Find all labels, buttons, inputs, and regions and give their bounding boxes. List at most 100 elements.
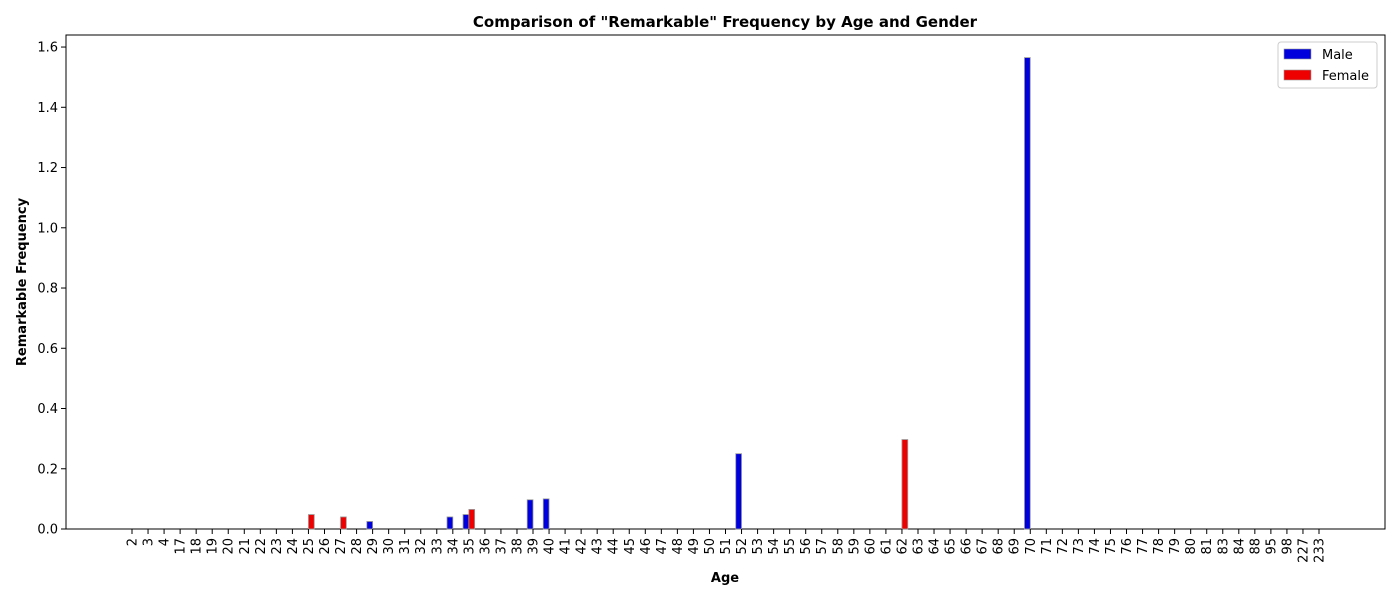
x-tick-label: 4 bbox=[158, 538, 173, 546]
x-tick-label: 19 bbox=[206, 538, 221, 555]
x-tick-label: 53 bbox=[751, 538, 766, 555]
x-tick-label: 83 bbox=[1216, 538, 1231, 555]
x-tick-label: 34 bbox=[446, 538, 461, 555]
x-tick-label: 2 bbox=[126, 538, 141, 546]
x-tick-label: 32 bbox=[414, 538, 429, 555]
x-axis: 2 3 4 17 18 19 20 21 22 23 24 25 26 27 28 29 30 31 32 33 34 3… bbox=[126, 529, 1328, 563]
x-tick-label: 88 bbox=[1248, 538, 1263, 555]
y-tick-label: 1.0 bbox=[37, 221, 58, 236]
x-tick-label: 46 bbox=[639, 538, 654, 555]
x-tick-label: 18 bbox=[190, 538, 205, 555]
x-tick-label: 61 bbox=[879, 538, 894, 555]
x-tick-label: 24 bbox=[286, 538, 301, 555]
x-tick-label: 56 bbox=[799, 538, 814, 555]
legend: Male Female bbox=[1277, 41, 1378, 89]
x-tick-label: 71 bbox=[1040, 538, 1055, 555]
bar-male-70 bbox=[1024, 57, 1031, 530]
y-tick-label: 0.4 bbox=[37, 402, 58, 417]
x-tick-label: 37 bbox=[494, 538, 509, 555]
x-tick-label: 38 bbox=[510, 538, 525, 555]
y-tick-label: 1.4 bbox=[37, 101, 58, 116]
x-tick-label: 54 bbox=[767, 538, 782, 555]
y-tick-label: 1.2 bbox=[37, 161, 58, 176]
x-tick-label: 50 bbox=[703, 538, 718, 555]
x-tick-label: 47 bbox=[655, 538, 670, 555]
x-tick-label: 23 bbox=[270, 538, 285, 555]
x-tick-label: 227 bbox=[1296, 538, 1311, 563]
bar-female-25 bbox=[308, 514, 315, 530]
x-tick-label: 98 bbox=[1280, 538, 1295, 555]
x-axis-label: Age bbox=[711, 571, 739, 586]
bar-male-40 bbox=[542, 498, 550, 530]
legend-label-female: Female bbox=[1322, 69, 1369, 84]
y-tick-label: 1.6 bbox=[37, 41, 58, 56]
x-tick-label: 44 bbox=[607, 538, 622, 555]
bar-female-27 bbox=[340, 516, 347, 530]
x-tick-label: 80 bbox=[1184, 538, 1199, 555]
x-tick-label: 55 bbox=[783, 538, 798, 555]
x-tick-label: 78 bbox=[1152, 538, 1167, 555]
x-tick-label: 233 bbox=[1313, 538, 1328, 563]
x-tick-label: 84 bbox=[1232, 538, 1247, 555]
y-axis-label: Remarkable Frequency bbox=[15, 197, 30, 366]
legend-label-male: Male bbox=[1322, 48, 1353, 63]
x-tick-label: 70 bbox=[1024, 538, 1039, 555]
x-tick-label: 43 bbox=[591, 538, 606, 555]
x-tick-label: 60 bbox=[863, 538, 878, 555]
bar-male-34 bbox=[446, 516, 454, 530]
x-tick-label: 59 bbox=[847, 538, 862, 555]
y-tick-label: 0.8 bbox=[37, 282, 58, 297]
x-tick-label: 20 bbox=[222, 538, 237, 555]
x-tick-label: 17 bbox=[174, 538, 189, 555]
bars bbox=[308, 57, 1031, 530]
y-tick-label: 0.2 bbox=[37, 462, 58, 477]
bar-male-29 bbox=[366, 521, 374, 530]
x-tick-label: 66 bbox=[960, 538, 975, 555]
bar-male-52 bbox=[735, 453, 742, 530]
x-tick-label: 76 bbox=[1120, 538, 1135, 555]
x-tick-label: 28 bbox=[350, 538, 365, 555]
chart-title: Comparison of "Remarkable" Frequency by … bbox=[473, 13, 978, 31]
x-tick-label: 35 bbox=[462, 538, 477, 555]
x-tick-label: 21 bbox=[238, 538, 253, 555]
x-tick-label: 52 bbox=[735, 538, 750, 555]
x-tick-label: 63 bbox=[911, 538, 926, 555]
plot-area bbox=[65, 34, 1386, 530]
x-tick-label: 25 bbox=[302, 538, 317, 555]
x-tick-label: 22 bbox=[254, 538, 269, 555]
x-tick-label: 29 bbox=[366, 538, 381, 555]
x-tick-label: 62 bbox=[895, 538, 910, 555]
x-tick-label: 68 bbox=[992, 538, 1007, 555]
x-tick-label: 79 bbox=[1168, 538, 1183, 555]
x-tick-label: 49 bbox=[687, 538, 702, 555]
x-tick-label: 69 bbox=[1008, 538, 1023, 555]
x-tick-label: 57 bbox=[815, 538, 830, 555]
x-tick-label: 27 bbox=[334, 538, 349, 555]
x-tick-label: 58 bbox=[831, 538, 846, 555]
x-tick-label: 67 bbox=[976, 538, 991, 555]
x-tick-label: 95 bbox=[1264, 538, 1279, 555]
x-tick-label: 64 bbox=[928, 538, 943, 555]
x-tick-label: 41 bbox=[559, 538, 574, 555]
y-tick-label: 0.6 bbox=[37, 342, 58, 357]
x-tick-label: 45 bbox=[623, 538, 638, 555]
x-tick-label: 31 bbox=[398, 538, 413, 555]
bar-female-62 bbox=[901, 439, 909, 530]
x-tick-label: 36 bbox=[478, 538, 493, 555]
x-tick-label: 75 bbox=[1104, 538, 1119, 555]
x-tick-label: 42 bbox=[575, 538, 590, 555]
x-tick-label: 33 bbox=[430, 538, 445, 555]
legend-swatch-female bbox=[1283, 69, 1312, 81]
bar-male-35 bbox=[462, 514, 470, 530]
x-tick-label: 73 bbox=[1072, 538, 1087, 555]
x-tick-label: 65 bbox=[944, 538, 959, 555]
x-tick-label: 72 bbox=[1056, 538, 1071, 555]
x-tick-label: 81 bbox=[1200, 538, 1215, 555]
plot-frame bbox=[65, 34, 1386, 530]
x-tick-label: 39 bbox=[527, 538, 542, 555]
y-axis: 0.0 0.2 0.4 0.6 0.8 1.0 1.2 1.4 1.6 bbox=[37, 41, 66, 538]
x-tick-label: 3 bbox=[142, 538, 157, 546]
x-tick-label: 48 bbox=[671, 538, 686, 555]
bar-male-39 bbox=[526, 499, 534, 530]
